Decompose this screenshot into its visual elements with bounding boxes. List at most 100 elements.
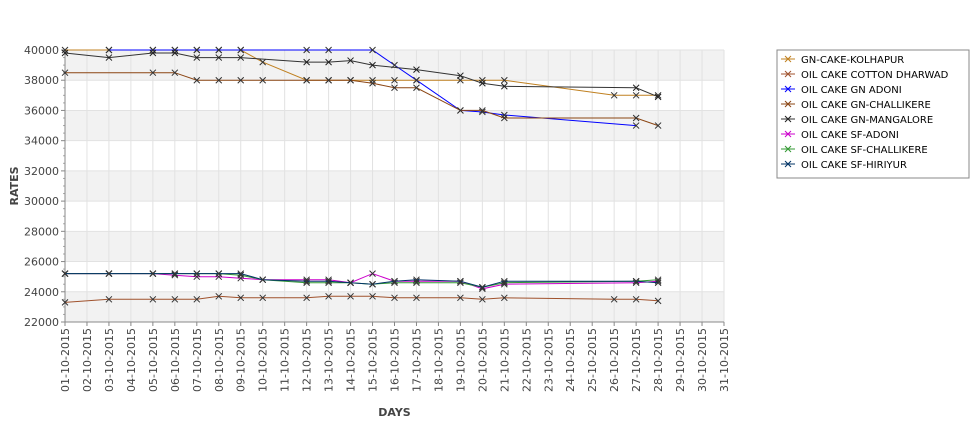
- legend-item: OIL CAKE COTTON DHARWAD: [781, 70, 949, 81]
- data-point: [457, 294, 464, 302]
- x-tick-label: 03-10-2015: [103, 328, 116, 392]
- data-point: [105, 270, 113, 277]
- data-point: [654, 297, 662, 305]
- x-tick-label: 27-10-2015: [630, 328, 643, 392]
- data-point: [632, 91, 640, 99]
- data-point: [369, 79, 376, 87]
- legend-item: OIL CAKE SF-ADONI: [781, 130, 899, 141]
- data-point: [105, 54, 113, 61]
- data-point: [193, 270, 201, 277]
- legend: GN-CAKE-KOLHAPUR OIL CAKE COTTON DHARWAD O…: [776, 49, 970, 179]
- data-point: [632, 295, 640, 303]
- legend-label: OIL CAKE GN-MANGALORE: [801, 115, 933, 126]
- x-tick-label: 07-10-2015: [191, 328, 204, 392]
- data-point: [61, 46, 69, 54]
- x-tick-label: 16-10-2015: [389, 328, 402, 392]
- x-tick-label: 11-10-2015: [279, 328, 292, 392]
- data-point: [654, 279, 662, 287]
- data-point: [632, 277, 640, 285]
- data-point: [105, 295, 113, 303]
- data-point: [347, 57, 354, 64]
- data-point: [215, 76, 223, 84]
- data-point: [215, 292, 223, 300]
- legend-item: OIL CAKE SF-HIRIYUR: [781, 160, 907, 171]
- data-point: [237, 294, 245, 302]
- legend-swatch-marker: [784, 130, 792, 138]
- data-point: [369, 46, 376, 54]
- y-tick-label: 34000: [24, 135, 59, 148]
- data-point: [149, 295, 157, 303]
- legend-item: GN-CAKE-KOLHAPUR: [781, 55, 904, 66]
- data-point: [391, 277, 398, 285]
- data-point: [610, 295, 618, 303]
- data-point: [479, 283, 486, 291]
- x-tick-label: 18-10-2015: [432, 328, 445, 392]
- data-point: [259, 276, 267, 284]
- data-point: [413, 66, 420, 73]
- data-point: [215, 273, 223, 281]
- x-tick-label: 06-10-2015: [169, 328, 182, 392]
- legend-item: OIL CAKE SF-CHALLIKERE: [781, 145, 928, 156]
- data-point: [369, 76, 376, 84]
- data-point: [171, 295, 179, 303]
- series-oil-cake-gn-challikere: [61, 69, 662, 129]
- data-point: [413, 279, 420, 287]
- legend-item: OIL CAKE GN ADONI: [781, 85, 902, 96]
- data-point: [193, 273, 201, 281]
- data-point: [632, 122, 640, 129]
- data-point: [61, 49, 69, 57]
- data-point: [500, 277, 508, 285]
- x-tick-label: 31-10-2015: [718, 328, 731, 392]
- x-tick-label: 15-10-2015: [367, 328, 380, 392]
- data-point: [215, 270, 223, 277]
- y-tick-label: 24000: [24, 286, 59, 299]
- data-point: [654, 277, 662, 285]
- legend-item: OIL CAKE GN-MANGALORE: [781, 115, 933, 126]
- series-oil-cake-sf-hiriyur: [61, 270, 662, 291]
- x-tick-label: 10-10-2015: [257, 328, 270, 392]
- x-tick-label: 21-10-2015: [498, 328, 511, 392]
- data-point: [193, 295, 201, 303]
- data-point: [149, 270, 157, 277]
- series-oil-cake-gn-adoni: [105, 46, 640, 129]
- data-point: [413, 76, 420, 84]
- data-point: [500, 114, 508, 122]
- legend-swatch-marker: [784, 55, 792, 63]
- data-point: [61, 69, 69, 77]
- data-point: [369, 270, 376, 277]
- data-point: [610, 91, 618, 99]
- x-tick-label: 28-10-2015: [652, 328, 665, 392]
- data-point: [303, 294, 310, 302]
- data-point: [369, 61, 376, 69]
- legend-swatch-marker: [784, 100, 792, 108]
- data-point: [237, 46, 245, 54]
- x-tick-label: 19-10-2015: [454, 328, 467, 392]
- data-point: [149, 69, 157, 77]
- data-point: [325, 277, 332, 285]
- data-point: [237, 54, 245, 61]
- data-point: [149, 46, 157, 54]
- data-point: [347, 279, 354, 287]
- data-point: [479, 107, 486, 114]
- legend-swatch-marker: [784, 85, 792, 93]
- x-tick-label: 04-10-2015: [125, 328, 138, 392]
- series-line: [65, 273, 659, 288]
- data-point: [215, 46, 223, 54]
- data-point: [237, 76, 245, 84]
- data-point: [303, 277, 310, 285]
- y-tick-label: 30000: [24, 195, 59, 208]
- y-tick-label: 36000: [24, 104, 59, 117]
- series-line: [64, 295, 659, 303]
- legend-label: OIL CAKE SF-ADONI: [801, 130, 899, 141]
- legend-swatch-marker: [784, 70, 792, 78]
- x-tick-label: 02-10-2015: [81, 328, 94, 392]
- data-point: [259, 294, 267, 302]
- data-point: [457, 107, 464, 114]
- data-point: [347, 76, 354, 84]
- legend-swatch-marker: [784, 145, 792, 153]
- data-point: [654, 276, 662, 284]
- data-point: [193, 76, 201, 84]
- legend-box: [776, 49, 970, 179]
- data-point: [632, 84, 640, 92]
- legend-label: OIL CAKE SF-HIRIYUR: [801, 160, 907, 171]
